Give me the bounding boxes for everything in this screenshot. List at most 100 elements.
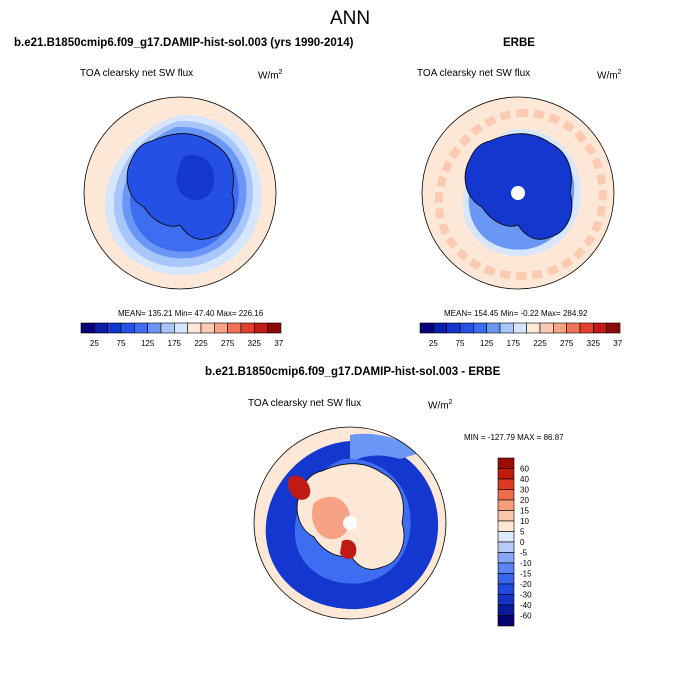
obs-colorbar-tick-label: 375 xyxy=(613,339,622,348)
diff-colorbar-box xyxy=(497,604,515,616)
diff-colorbar-box xyxy=(497,583,515,595)
diff-colorbar-tick-label: 5 xyxy=(520,528,525,537)
obs-colorbar-box xyxy=(513,322,527,334)
model-colorbar-box xyxy=(147,322,162,334)
diff-colorbar-tick-label: 60 xyxy=(520,465,529,474)
model-colorbar-tick-label: 225 xyxy=(194,339,208,348)
model-panel-header: b.e21.B1850cmip6.f09_g17.DAMIP-hist-sol.… xyxy=(14,37,354,49)
model-antarctica-interior xyxy=(176,154,215,201)
obs-polar-map xyxy=(421,96,615,290)
obs-pole-hole xyxy=(511,186,525,200)
model-colorbar-box xyxy=(254,322,268,334)
diff-colorbar-box xyxy=(497,478,515,490)
obs-colorbar-box xyxy=(419,322,434,334)
obs-colorbar-tick-label: 25 xyxy=(429,339,438,348)
diff-colorbar-tick-label: -30 xyxy=(520,591,532,600)
model-colorbar-box xyxy=(267,322,282,334)
obs-colorbar-box xyxy=(579,322,594,334)
model-colorbar-box xyxy=(214,322,228,334)
model-colorbar-tick-label: 25 xyxy=(90,339,99,348)
diff-colorbar-tick-label: -15 xyxy=(520,570,532,579)
model-colorbar-tick-label: 375 xyxy=(274,339,283,348)
obs-colorbar-tick-label: 125 xyxy=(480,339,494,348)
diff-colorbar-box xyxy=(497,541,515,553)
obs-colorbar-box xyxy=(526,322,541,334)
diff-colorbar-tick-label: 20 xyxy=(520,496,529,505)
model-colorbar-box xyxy=(227,322,242,334)
diff-colorbar-tick-label: -20 xyxy=(520,580,532,589)
diff-colorbar-tick-label: -5 xyxy=(520,549,528,558)
diff-colorbar-tick-label: -40 xyxy=(520,601,532,610)
diff-colorbar-tick-label: 40 xyxy=(520,475,529,484)
model-colorbar-box xyxy=(187,322,202,334)
diff-colorbar-box xyxy=(497,457,515,469)
model-colorbar-box xyxy=(174,322,188,334)
model-colorbar-box xyxy=(240,322,255,334)
page-title: ANN xyxy=(329,8,371,29)
obs-colorbar-box xyxy=(539,322,554,334)
obs-colorbar-box xyxy=(593,322,607,334)
diff-colorbar-box xyxy=(497,552,515,564)
model-colorbar-box xyxy=(200,322,215,334)
model-colorbar-tick-label: 75 xyxy=(117,339,126,348)
diff-colorbar-box xyxy=(497,615,515,627)
obs-colorbar-box xyxy=(446,322,461,334)
diff-positive-region-peninsula xyxy=(287,475,311,500)
diff-colorbar-tick-label: -10 xyxy=(520,559,532,568)
obs-colorbar-box xyxy=(433,322,447,334)
model-units-label: W/m2 xyxy=(258,69,283,82)
obs-stats: MEAN= 154.45 Min= -0.22 Max= 284.92 xyxy=(444,309,588,318)
model-colorbar-box xyxy=(120,322,135,334)
model-colorbar-tick-label: 275 xyxy=(221,339,235,348)
model-colorbar-tick-label: 175 xyxy=(168,339,182,348)
obs-colorbar-box xyxy=(606,322,621,334)
diff-positive-region-west xyxy=(311,496,350,540)
diff-upper-light-patch xyxy=(350,433,420,463)
obs-units-label: W/m2 xyxy=(597,69,622,82)
diff-panel-header: b.e21.B1850cmip6.f09_g17.DAMIP-hist-sol.… xyxy=(205,366,501,378)
diff-colorbar-box xyxy=(497,499,515,511)
model-colorbar-box xyxy=(160,322,175,334)
obs-colorbar: 25 75 125 175 225 275 325 375 xyxy=(419,322,622,348)
obs-colorbar-box xyxy=(486,322,501,334)
obs-colorbar-tick-label: 175 xyxy=(507,339,521,348)
obs-colorbar-tick-label: 225 xyxy=(533,339,547,348)
diff-positive-region-ross xyxy=(340,539,357,559)
model-colorbar-tick-label: 125 xyxy=(141,339,155,348)
diff-colorbar-box xyxy=(497,489,515,501)
model-colorbar-box xyxy=(134,322,148,334)
diff-variable-label: TOA clearsky net SW flux xyxy=(248,398,362,409)
diff-colorbar-tick-label: 30 xyxy=(520,486,529,495)
model-colorbar-box xyxy=(107,322,122,334)
model-colorbar-box xyxy=(94,322,108,334)
obs-panel-header: ERBE xyxy=(503,37,535,49)
diff-map-border xyxy=(253,426,447,620)
obs-colorbar-box xyxy=(459,322,474,334)
diff-colorbar-box xyxy=(497,562,515,574)
diff-colorbar-box xyxy=(497,531,515,543)
obs-map-border xyxy=(421,96,615,290)
diff-colorbar-box xyxy=(497,573,515,585)
diff-colorbar-tick-label: 10 xyxy=(520,517,529,526)
obs-colorbar-box xyxy=(499,322,514,334)
model-polar-map xyxy=(83,96,277,290)
obs-variable-label: TOA clearsky net SW flux xyxy=(417,68,531,79)
model-stats: MEAN= 135.21 Min= 47.40 Max= 226.16 xyxy=(118,309,264,318)
obs-colorbar-box xyxy=(473,322,487,334)
obs-colorbar-tick-label: 75 xyxy=(456,339,465,348)
diff-colorbar-box xyxy=(497,594,515,606)
diff-colorbar-tick-label: -60 xyxy=(520,612,532,621)
obs-colorbar-box xyxy=(553,322,567,334)
obs-ring-pattern xyxy=(434,108,607,280)
model-variable-label: TOA clearsky net SW flux xyxy=(80,68,194,79)
diff-polar-map xyxy=(253,426,447,620)
diff-colorbar-box xyxy=(497,510,515,522)
model-colorbar-tick-label: 325 xyxy=(248,339,262,348)
diff-colorbar-tick-label: 0 xyxy=(520,538,525,547)
diff-stats: MIN = -127.79 MAX = 86.87 xyxy=(464,433,564,442)
obs-colorbar-tick-label: 275 xyxy=(560,339,574,348)
diff-units-label: W/m2 xyxy=(428,399,453,412)
model-colorbar: 25 75 125 175 225 275 325 375 xyxy=(80,322,283,348)
diff-colorbar-box xyxy=(497,468,515,480)
